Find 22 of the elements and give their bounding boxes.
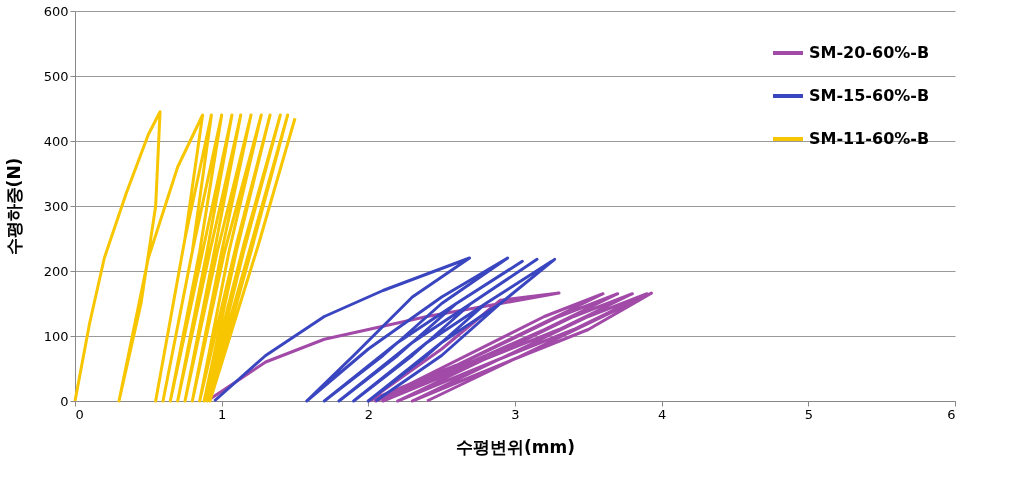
y-tick-label: 0: [60, 393, 69, 409]
x-tick-label: 0: [75, 406, 84, 422]
y-tick-label: 500: [43, 68, 69, 84]
y-tick-label: 200: [43, 263, 69, 279]
y-tick-label: 600: [43, 3, 69, 19]
line-series: [205, 291, 653, 403]
y-tick-label: 300: [43, 198, 69, 214]
y-axis-title: 수평하중(N): [3, 157, 24, 256]
x-tick-label: 3: [511, 406, 520, 422]
legend-label: SM-20-60%-B: [809, 43, 930, 62]
legend-label: SM-11-60%-B: [809, 129, 930, 148]
y-tick-label: 100: [43, 328, 69, 344]
x-tick-label: 2: [364, 406, 373, 422]
x-tick-label: 1: [218, 406, 227, 422]
y-tick-label: 400: [43, 133, 69, 149]
line-series: [73, 110, 297, 403]
x-tick-label: 6: [947, 406, 956, 422]
line-series: [212, 256, 557, 403]
x-tick-label: 4: [658, 406, 667, 422]
x-axis-title: 수평변위(mm): [456, 436, 575, 457]
legend-label: SM-15-60%-B: [809, 86, 930, 105]
x-tick-label: 5: [804, 406, 813, 422]
